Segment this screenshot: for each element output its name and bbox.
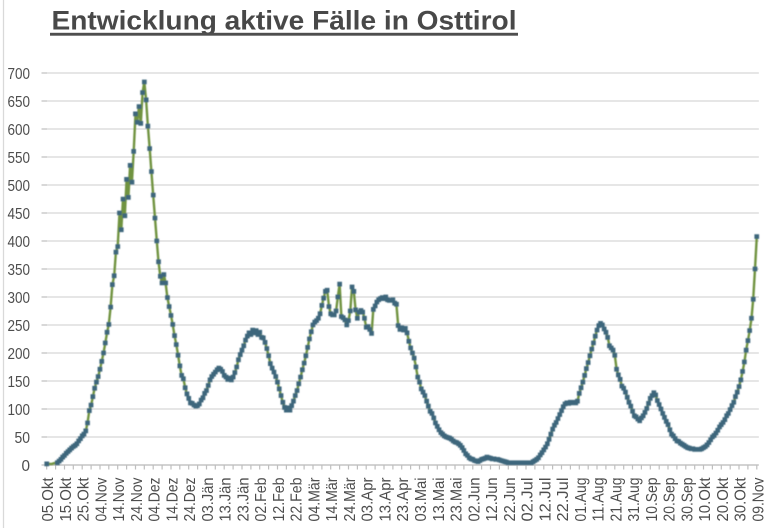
svg-text:04.Mär: 04.Mär bbox=[307, 477, 324, 522]
svg-text:700: 700 bbox=[8, 66, 31, 83]
svg-text:600: 600 bbox=[8, 122, 31, 139]
svg-text:650: 650 bbox=[8, 94, 31, 111]
svg-text:12.Jun: 12.Jun bbox=[484, 478, 501, 522]
svg-text:02.Jul: 02.Jul bbox=[520, 478, 537, 522]
svg-text:24.Dez: 24.Dez bbox=[182, 478, 199, 522]
svg-text:Entwicklung aktive Fälle in Os: Entwicklung aktive Fälle in Osttirol bbox=[52, 5, 517, 35]
svg-text:05.Okt: 05.Okt bbox=[40, 477, 57, 522]
svg-text:13.Apr: 13.Apr bbox=[378, 477, 395, 522]
svg-text:400: 400 bbox=[8, 234, 31, 251]
svg-text:12.Feb: 12.Feb bbox=[271, 477, 288, 521]
svg-text:10.Sep: 10.Sep bbox=[644, 477, 661, 521]
svg-text:21.Aug: 21.Aug bbox=[608, 478, 625, 522]
svg-text:30.Okt: 30.Okt bbox=[733, 477, 750, 522]
svg-text:150: 150 bbox=[8, 374, 31, 391]
svg-text:04.Dez: 04.Dez bbox=[147, 478, 164, 522]
svg-text:100: 100 bbox=[8, 402, 31, 419]
svg-text:13.Jän: 13.Jän bbox=[218, 478, 235, 522]
svg-text:11.Aug: 11.Aug bbox=[591, 478, 608, 522]
svg-text:03.Mai: 03.Mai bbox=[413, 478, 430, 522]
svg-text:30.Sep: 30.Sep bbox=[679, 477, 696, 521]
svg-text:20.Sep: 20.Sep bbox=[662, 477, 679, 521]
svg-text:09.Nov: 09.Nov bbox=[750, 478, 767, 522]
svg-text:24.Mär: 24.Mär bbox=[342, 477, 359, 522]
svg-text:550: 550 bbox=[8, 150, 31, 167]
svg-text:450: 450 bbox=[8, 206, 31, 223]
svg-text:15.Okt: 15.Okt bbox=[58, 477, 75, 522]
svg-text:04.Nov: 04.Nov bbox=[94, 478, 111, 522]
svg-text:14.Dez: 14.Dez bbox=[165, 478, 182, 522]
svg-text:23.Mai: 23.Mai bbox=[449, 478, 466, 522]
svg-text:03.Jän: 03.Jän bbox=[200, 478, 217, 522]
svg-text:31.Aug: 31.Aug bbox=[626, 478, 643, 522]
svg-text:20.Okt: 20.Okt bbox=[715, 477, 732, 522]
svg-text:22.Feb: 22.Feb bbox=[289, 477, 306, 521]
svg-text:25.Okt: 25.Okt bbox=[76, 477, 93, 522]
svg-text:23.Jän: 23.Jän bbox=[236, 478, 253, 522]
svg-text:01.Aug: 01.Aug bbox=[573, 478, 590, 522]
svg-text:24.Nov: 24.Nov bbox=[129, 478, 146, 522]
svg-text:50: 50 bbox=[15, 430, 31, 447]
svg-text:250: 250 bbox=[8, 318, 31, 335]
svg-text:350: 350 bbox=[8, 262, 31, 279]
svg-text:22.Jul: 22.Jul bbox=[555, 478, 572, 522]
svg-text:12.Jul: 12.Jul bbox=[537, 478, 554, 522]
svg-text:02.Feb: 02.Feb bbox=[253, 477, 270, 521]
svg-text:500: 500 bbox=[8, 178, 31, 195]
svg-text:23.Apr: 23.Apr bbox=[395, 477, 412, 522]
svg-text:300: 300 bbox=[8, 290, 31, 307]
svg-text:0: 0 bbox=[22, 458, 31, 475]
svg-text:14.Nov: 14.Nov bbox=[111, 478, 128, 522]
svg-text:10.Okt: 10.Okt bbox=[697, 477, 714, 522]
svg-text:13.Mai: 13.Mai bbox=[431, 478, 448, 522]
svg-text:02.Jun: 02.Jun bbox=[466, 478, 483, 522]
svg-text:03.Apr: 03.Apr bbox=[360, 477, 377, 522]
svg-text:200: 200 bbox=[8, 346, 31, 363]
svg-text:14.Mär: 14.Mär bbox=[324, 477, 341, 522]
svg-text:22.Jun: 22.Jun bbox=[502, 478, 519, 522]
